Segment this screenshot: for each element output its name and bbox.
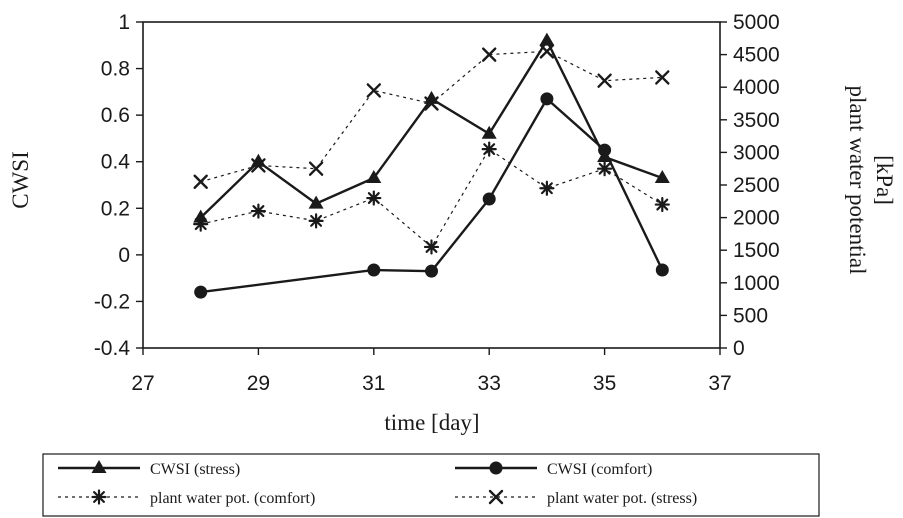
data-point xyxy=(540,92,554,106)
series-line xyxy=(200,50,663,183)
legend-swatch-marker xyxy=(91,460,107,473)
left-tick-label: 0.2 xyxy=(101,197,130,220)
legend-label: plant water pot. (stress) xyxy=(547,490,697,507)
data-point xyxy=(193,174,208,189)
right-tick-label: 3000 xyxy=(733,141,780,164)
data-point xyxy=(597,73,612,88)
data-point xyxy=(423,239,440,255)
data-point xyxy=(481,141,497,157)
legend: CWSI (stress) CWSI (comfort) plant water p… xyxy=(42,453,820,517)
right-tick-label: 2500 xyxy=(733,174,780,197)
series-layer xyxy=(193,32,670,299)
x-tick-label: 37 xyxy=(708,372,731,395)
right-tick-label: 4500 xyxy=(733,44,780,67)
data-point xyxy=(482,47,497,62)
data-point xyxy=(425,264,438,278)
left-tick-label: 0.6 xyxy=(101,104,130,127)
plot-area-frame xyxy=(142,21,721,349)
legend-frame xyxy=(42,453,820,517)
legend-item-plant-water-pot-comfort: plant water pot. (comfort) xyxy=(58,489,315,507)
data-point xyxy=(367,263,381,277)
series-cwsi-comfort xyxy=(194,92,669,299)
data-point xyxy=(481,125,497,139)
legend-label: CWSI (comfort) xyxy=(547,461,652,478)
data-point xyxy=(366,190,382,206)
legend-item-cwsi-comfort: CWSI (comfort) xyxy=(455,461,652,478)
data-point xyxy=(598,143,612,157)
data-point xyxy=(655,263,669,277)
data-point xyxy=(250,203,266,219)
x-axis-title: time [day] xyxy=(384,410,479,435)
data-point xyxy=(251,158,266,173)
data-point xyxy=(655,70,670,85)
legend-swatch-marker xyxy=(91,489,107,505)
legend-label: plant water pot. (comfort) xyxy=(150,490,315,507)
data-point xyxy=(194,285,208,299)
series-line xyxy=(200,96,664,294)
right-axis-title-line1: plant water potential xyxy=(845,85,870,274)
series-line xyxy=(200,148,663,248)
left-tick-label: 0 xyxy=(118,244,130,267)
series-plant-water-pot-stress xyxy=(193,44,670,189)
legend-swatch-marker xyxy=(488,489,504,505)
data-point xyxy=(308,161,324,176)
legend-items: CWSI (stress) CWSI (comfort) plant water p… xyxy=(58,460,697,507)
left-tick-label: 1 xyxy=(118,11,130,34)
x-tick-label: 29 xyxy=(247,372,270,395)
data-point xyxy=(539,44,555,59)
data-point xyxy=(308,213,324,229)
series-line xyxy=(199,38,663,219)
x-tick-label: 35 xyxy=(593,372,616,395)
right-tick-label: 5000 xyxy=(733,11,780,34)
right-tick-label: 1500 xyxy=(733,239,780,262)
data-point xyxy=(250,153,266,167)
axes: -0.4 -0.2 0 0.2 0.4 0.6 0.8 1 0 500 1000 1500 2000 25… xyxy=(94,11,780,395)
legend-item-plant-water-pot-stress: plant water pot. (stress) xyxy=(455,489,697,507)
series-cwsi-stress xyxy=(193,32,670,223)
data-point xyxy=(366,83,381,98)
data-point xyxy=(539,180,555,196)
right-tick-label: 1000 xyxy=(733,272,780,295)
right-tick-label: 500 xyxy=(733,304,768,327)
legend-swatch-marker xyxy=(489,461,503,475)
data-point xyxy=(654,196,670,213)
x-tick-label: 33 xyxy=(478,372,501,395)
data-point xyxy=(308,195,324,209)
data-point xyxy=(193,216,209,232)
left-tick-label: 0.8 xyxy=(101,58,130,81)
data-point xyxy=(366,170,382,184)
left-tick-label: -0.2 xyxy=(94,290,130,313)
left-axis-title: CWSI xyxy=(8,151,33,209)
right-tick-label: 4000 xyxy=(733,76,780,99)
x-tick-label: 31 xyxy=(362,372,385,395)
left-tick-label: -0.4 xyxy=(94,337,131,360)
data-point xyxy=(654,170,670,184)
data-point xyxy=(482,192,496,206)
series-plant-water-pot-comfort xyxy=(193,141,670,255)
data-point xyxy=(596,161,613,177)
data-point xyxy=(424,96,439,111)
legend-item-cwsi-stress: CWSI (stress) xyxy=(58,460,240,478)
legend-label: CWSI (stress) xyxy=(150,461,240,478)
x-tick-label: 27 xyxy=(131,372,154,395)
data-point xyxy=(539,32,555,46)
left-tick-label: 0.4 xyxy=(101,151,131,174)
right-axis-title-line2: [kPa] xyxy=(872,155,897,205)
right-tick-label: 2000 xyxy=(733,207,780,230)
right-tick-label: 3500 xyxy=(733,109,780,132)
right-tick-label: 0 xyxy=(733,337,745,360)
